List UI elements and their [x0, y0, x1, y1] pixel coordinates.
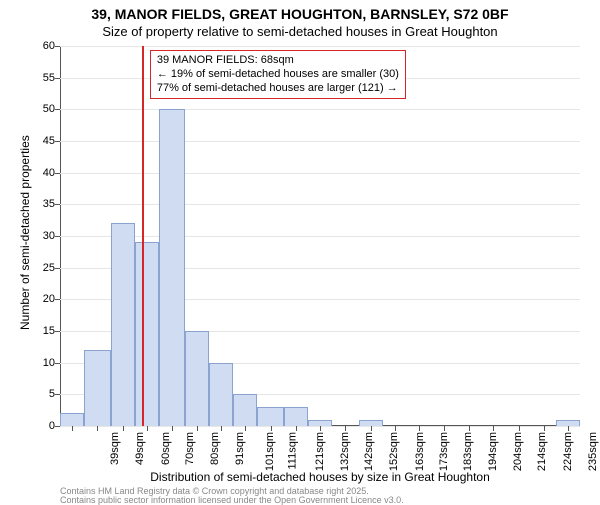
ytick-mark [55, 109, 60, 110]
xtick-mark [123, 426, 124, 431]
annotation-line: 39 MANOR FIELDS: 68sqm [157, 54, 399, 68]
ytick-label: 40 [25, 167, 55, 179]
xtick-label: 111sqm [287, 432, 299, 470]
xtick-mark [544, 426, 545, 431]
xtick-mark [371, 426, 372, 431]
xtick-mark [444, 426, 445, 431]
xtick-label: 39sqm [109, 432, 121, 465]
xtick-mark [419, 426, 420, 431]
ytick-mark [55, 204, 60, 205]
xtick-label: 163sqm [414, 432, 426, 471]
xtick-mark [271, 426, 272, 431]
xtick-mark [172, 426, 173, 431]
xtick-mark [97, 426, 98, 431]
histogram-bar [233, 394, 257, 426]
gridline [60, 141, 580, 142]
ytick-label: 35 [25, 198, 55, 210]
gridline [60, 109, 580, 110]
x-axis-label: Distribution of semi-detached houses by … [60, 470, 580, 484]
annotation-line: 77% of semi-detached houses are larger (… [157, 82, 399, 96]
ytick-label: 10 [25, 357, 55, 369]
ytick-label: 60 [25, 40, 55, 52]
ytick-label: 0 [25, 420, 55, 432]
xtick-label: 49sqm [134, 432, 146, 465]
xtick-label: 183sqm [462, 432, 474, 471]
histogram-bar [84, 350, 110, 426]
xtick-label: 60sqm [160, 432, 172, 465]
xtick-label: 214sqm [536, 432, 548, 471]
xtick-label: 132sqm [339, 432, 351, 471]
xtick-mark [296, 426, 297, 431]
ytick-mark [55, 46, 60, 47]
ytick-label: 30 [25, 230, 55, 242]
xtick-mark [197, 426, 198, 431]
xtick-mark [320, 426, 321, 431]
ytick-mark [55, 299, 60, 300]
xtick-label: 204sqm [512, 432, 524, 471]
ytick-mark [55, 331, 60, 332]
xtick-label: 101sqm [264, 432, 276, 471]
histogram-bar [111, 223, 135, 426]
xtick-label: 194sqm [487, 432, 499, 471]
footer-licence: Contains public sector information licen… [60, 495, 404, 505]
chart-title-main: 39, MANOR FIELDS, GREAT HOUGHTON, BARNSL… [0, 6, 600, 22]
histogram-bar [60, 413, 84, 426]
ytick-mark [55, 426, 60, 427]
xtick-label: 235sqm [587, 432, 599, 471]
property-marker-line [142, 46, 144, 426]
xtick-label: 173sqm [438, 432, 450, 471]
annotation-box: 39 MANOR FIELDS: 68sqm← 19% of semi-deta… [150, 50, 406, 99]
xtick-label: 152sqm [388, 432, 400, 471]
xtick-label: 80sqm [209, 432, 221, 465]
ytick-mark [55, 173, 60, 174]
plot-area: 05101520253035404550556039sqm49sqm60sqm7… [60, 46, 580, 426]
xtick-label: 224sqm [562, 432, 574, 471]
xtick-mark [147, 426, 148, 431]
gridline [60, 204, 580, 205]
histogram-bar [284, 407, 308, 426]
ytick-mark [55, 141, 60, 142]
xtick-mark [493, 426, 494, 431]
gridline [60, 46, 580, 47]
xtick-mark [245, 426, 246, 431]
histogram-bar [185, 331, 209, 426]
annotation-line: ← 19% of semi-detached houses are smalle… [157, 68, 399, 82]
ytick-mark [55, 236, 60, 237]
ytick-label: 25 [25, 262, 55, 274]
chart-title-sub: Size of property relative to semi-detach… [0, 24, 600, 39]
xtick-mark [221, 426, 222, 431]
xtick-label: 70sqm [184, 432, 196, 465]
xtick-label: 142sqm [363, 432, 375, 471]
ytick-label: 50 [25, 103, 55, 115]
ytick-mark [55, 268, 60, 269]
ytick-mark [55, 363, 60, 364]
histogram-bar [209, 363, 233, 426]
xtick-mark [72, 426, 73, 431]
ytick-mark [55, 78, 60, 79]
property-size-histogram: 39, MANOR FIELDS, GREAT HOUGHTON, BARNSL… [0, 0, 600, 500]
xtick-mark [345, 426, 346, 431]
ytick-label: 45 [25, 135, 55, 147]
gridline [60, 236, 580, 237]
xtick-mark [395, 426, 396, 431]
xtick-label: 121sqm [314, 432, 326, 471]
ytick-mark [55, 394, 60, 395]
histogram-bar [257, 407, 283, 426]
xtick-mark [469, 426, 470, 431]
ytick-label: 55 [25, 72, 55, 84]
gridline [60, 173, 580, 174]
xtick-mark [519, 426, 520, 431]
ytick-label: 20 [25, 293, 55, 305]
xtick-label: 91sqm [234, 432, 246, 465]
ytick-label: 15 [25, 325, 55, 337]
xtick-mark [568, 426, 569, 431]
ytick-label: 5 [25, 388, 55, 400]
histogram-bar [135, 242, 159, 426]
histogram-bar [159, 109, 185, 426]
